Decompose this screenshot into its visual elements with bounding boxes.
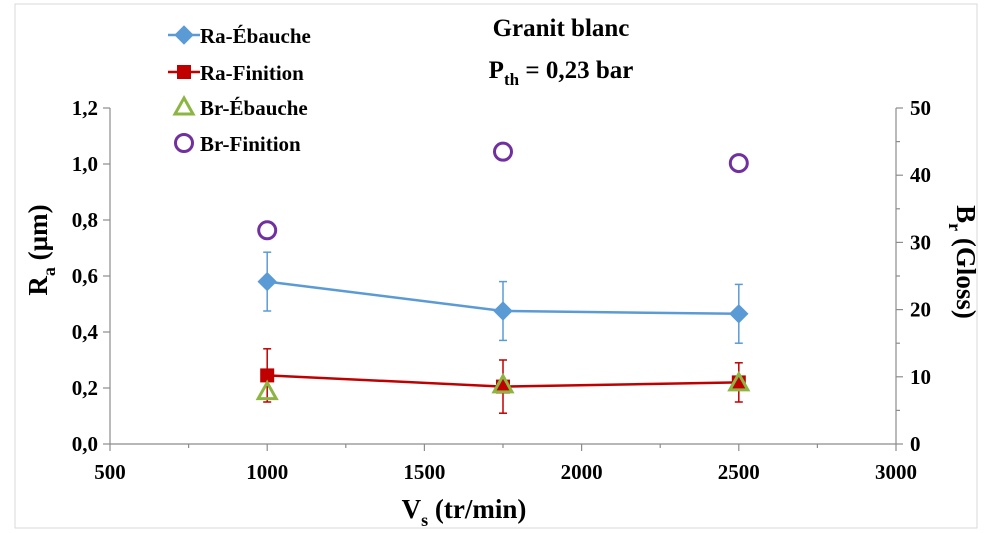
data-point xyxy=(727,370,751,392)
y-left-axis-label: Ra (µm) xyxy=(23,204,59,295)
y-right-tick-label: 0 xyxy=(910,432,921,456)
x-axis-label: Vs (tr/min) xyxy=(402,494,527,530)
legend-item: Ra-Finition xyxy=(168,61,304,85)
y-right-tick-label: 40 xyxy=(910,163,931,187)
legend-item: Ra-Ébauche xyxy=(168,24,311,48)
y-right-tick-label: 50 xyxy=(910,96,931,120)
legend: Ra-Ébauche Ra-Finition Br-Ébauche Br-Finiti… xyxy=(168,24,311,156)
legend-marker xyxy=(172,94,196,116)
data-point xyxy=(493,301,513,321)
chart-title: Granit blanc xyxy=(493,15,630,42)
chart-border xyxy=(14,3,978,529)
x-tick-label: 3000 xyxy=(875,460,917,484)
y-left-tick-label: 0,6 xyxy=(72,264,98,288)
legend-label: Ra-Finition xyxy=(200,61,304,85)
y-left-tick-label: 1,2 xyxy=(72,96,98,120)
series-2 xyxy=(255,370,751,401)
data-point xyxy=(255,379,279,401)
legend-label: Ra-Ébauche xyxy=(200,24,311,48)
chart-subtitle: Pth = 0,23 bar xyxy=(489,57,634,89)
data-point xyxy=(491,372,515,394)
y-right-tick-label: 10 xyxy=(910,365,931,389)
legend-marker xyxy=(174,133,194,153)
x-tick-label: 2000 xyxy=(561,460,603,484)
x-tick-label: 1500 xyxy=(403,460,445,484)
x-tick-label: 500 xyxy=(94,460,126,484)
legend-label: Br-Finition xyxy=(200,132,301,156)
legend-marker xyxy=(177,65,191,79)
x-tick-label: 2500 xyxy=(718,460,760,484)
legend-marker xyxy=(174,25,194,45)
axes-layer: 500 1000 1500 2000 2500 30000,00,20,40,60,81,… xyxy=(72,96,931,484)
y-left-tick-label: 0,4 xyxy=(72,320,99,344)
y-right-tick-label: 20 xyxy=(910,298,931,322)
legend-label: Br-Ébauche xyxy=(200,96,308,120)
data-point xyxy=(257,220,278,241)
series-3 xyxy=(257,141,749,241)
data-point xyxy=(493,141,513,162)
data-point xyxy=(257,271,277,292)
series-0 xyxy=(257,251,749,344)
y-right-axis-label: Br (Gloss) xyxy=(945,205,981,319)
y-left-tick-label: 0,2 xyxy=(72,376,98,400)
y-left-tick-label: 0,0 xyxy=(72,432,98,456)
y-left-tick-label: 0,8 xyxy=(72,208,98,232)
legend-item: Br-Finition xyxy=(174,132,301,156)
data-point xyxy=(729,304,749,324)
y-right-tick-label: 30 xyxy=(910,230,931,254)
x-tick-label: 1000 xyxy=(246,460,288,484)
data-point xyxy=(728,153,749,174)
y-left-tick-label: 1,0 xyxy=(72,152,98,176)
legend-item: Br-Ébauche xyxy=(172,94,308,120)
data-point xyxy=(260,368,275,383)
series-layer xyxy=(255,141,751,414)
